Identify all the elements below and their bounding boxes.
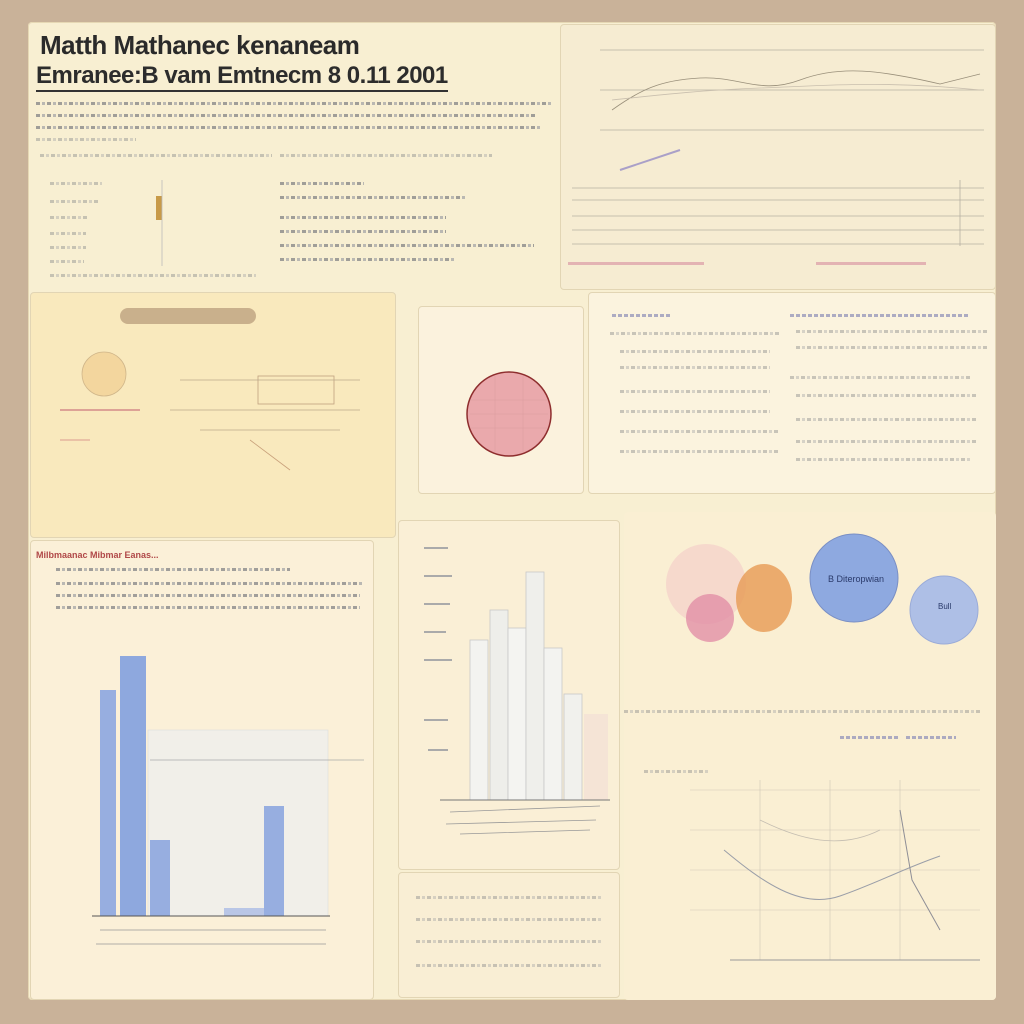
text-line <box>280 196 466 199</box>
text-line <box>280 230 446 233</box>
column-shade <box>584 714 608 800</box>
column <box>507 627 527 801</box>
text-line <box>796 418 976 421</box>
text-line <box>620 366 770 369</box>
text-line <box>416 964 602 967</box>
column <box>489 609 509 801</box>
circle-grid <box>470 376 548 452</box>
mid-left-diagram <box>60 351 360 471</box>
text-line <box>36 102 552 105</box>
text-line <box>50 274 256 277</box>
text-line <box>796 440 976 443</box>
text-line <box>50 182 102 185</box>
bar <box>120 656 146 916</box>
text-line <box>416 940 602 943</box>
section-pill <box>120 308 256 324</box>
bar <box>264 806 284 916</box>
text-line <box>620 350 770 353</box>
text-line <box>36 138 136 141</box>
text-line <box>280 244 534 247</box>
venn-circle <box>909 575 979 645</box>
venn-circle <box>736 564 792 632</box>
text-line <box>790 376 970 379</box>
text-line <box>796 394 976 397</box>
text-line <box>416 918 602 921</box>
text-line <box>280 216 446 219</box>
text-line <box>56 582 364 585</box>
bar <box>100 690 116 916</box>
venn-diagram <box>666 533 979 645</box>
venn-small-label: Bull <box>938 602 952 611</box>
bar-panel-heading: Milbmaanac Mibmar Eanas... <box>36 550 159 560</box>
text-line <box>906 736 956 739</box>
text-line <box>612 314 672 317</box>
text-line <box>624 710 980 713</box>
venn-label: B Diteropwian <box>828 574 885 584</box>
red-bar-line <box>816 262 926 265</box>
bar <box>224 908 264 916</box>
page-subtitle: Emranee:B vam Emtnecm 8 0.11 2001 <box>36 62 448 92</box>
text-line <box>620 450 780 453</box>
bar <box>150 840 170 916</box>
column <box>525 571 545 801</box>
column <box>543 647 563 801</box>
notes-panel <box>398 872 620 998</box>
text-line <box>50 200 100 203</box>
text-line <box>280 154 492 157</box>
text-line <box>56 568 290 571</box>
text-line <box>610 332 780 335</box>
text-line <box>840 736 900 739</box>
text-line <box>50 260 84 263</box>
text-block-panel <box>588 292 996 494</box>
text-line <box>796 346 988 349</box>
venn-circle <box>686 594 734 642</box>
text-line <box>620 410 770 413</box>
bar-chart <box>92 656 364 945</box>
mid-left-diagram-panel <box>30 292 396 538</box>
red-bar-line <box>568 262 704 265</box>
venn-circle <box>809 533 899 623</box>
text-line <box>620 430 780 433</box>
text-line <box>36 114 536 117</box>
text-line <box>50 216 88 219</box>
top-right-diagram-panel <box>560 24 996 290</box>
page-title: Matth Mathanec kenaneam <box>40 30 360 60</box>
text-line <box>280 258 456 261</box>
top-right-line-graph <box>572 49 984 246</box>
column <box>469 639 489 801</box>
text-line <box>644 770 710 773</box>
text-line <box>56 606 360 609</box>
text-line <box>620 390 770 393</box>
text-line <box>796 330 988 333</box>
text-line <box>36 126 540 129</box>
text-line <box>416 896 602 899</box>
text-line <box>56 594 360 597</box>
text-line <box>796 458 972 461</box>
text-line <box>790 314 970 317</box>
column-chart <box>424 547 610 835</box>
bottom-right-graph <box>690 780 980 961</box>
text-line <box>280 182 364 185</box>
text-line <box>50 246 86 249</box>
text-line <box>40 154 272 157</box>
column <box>563 693 583 801</box>
small-bar <box>156 196 162 220</box>
text-line <box>50 232 86 235</box>
